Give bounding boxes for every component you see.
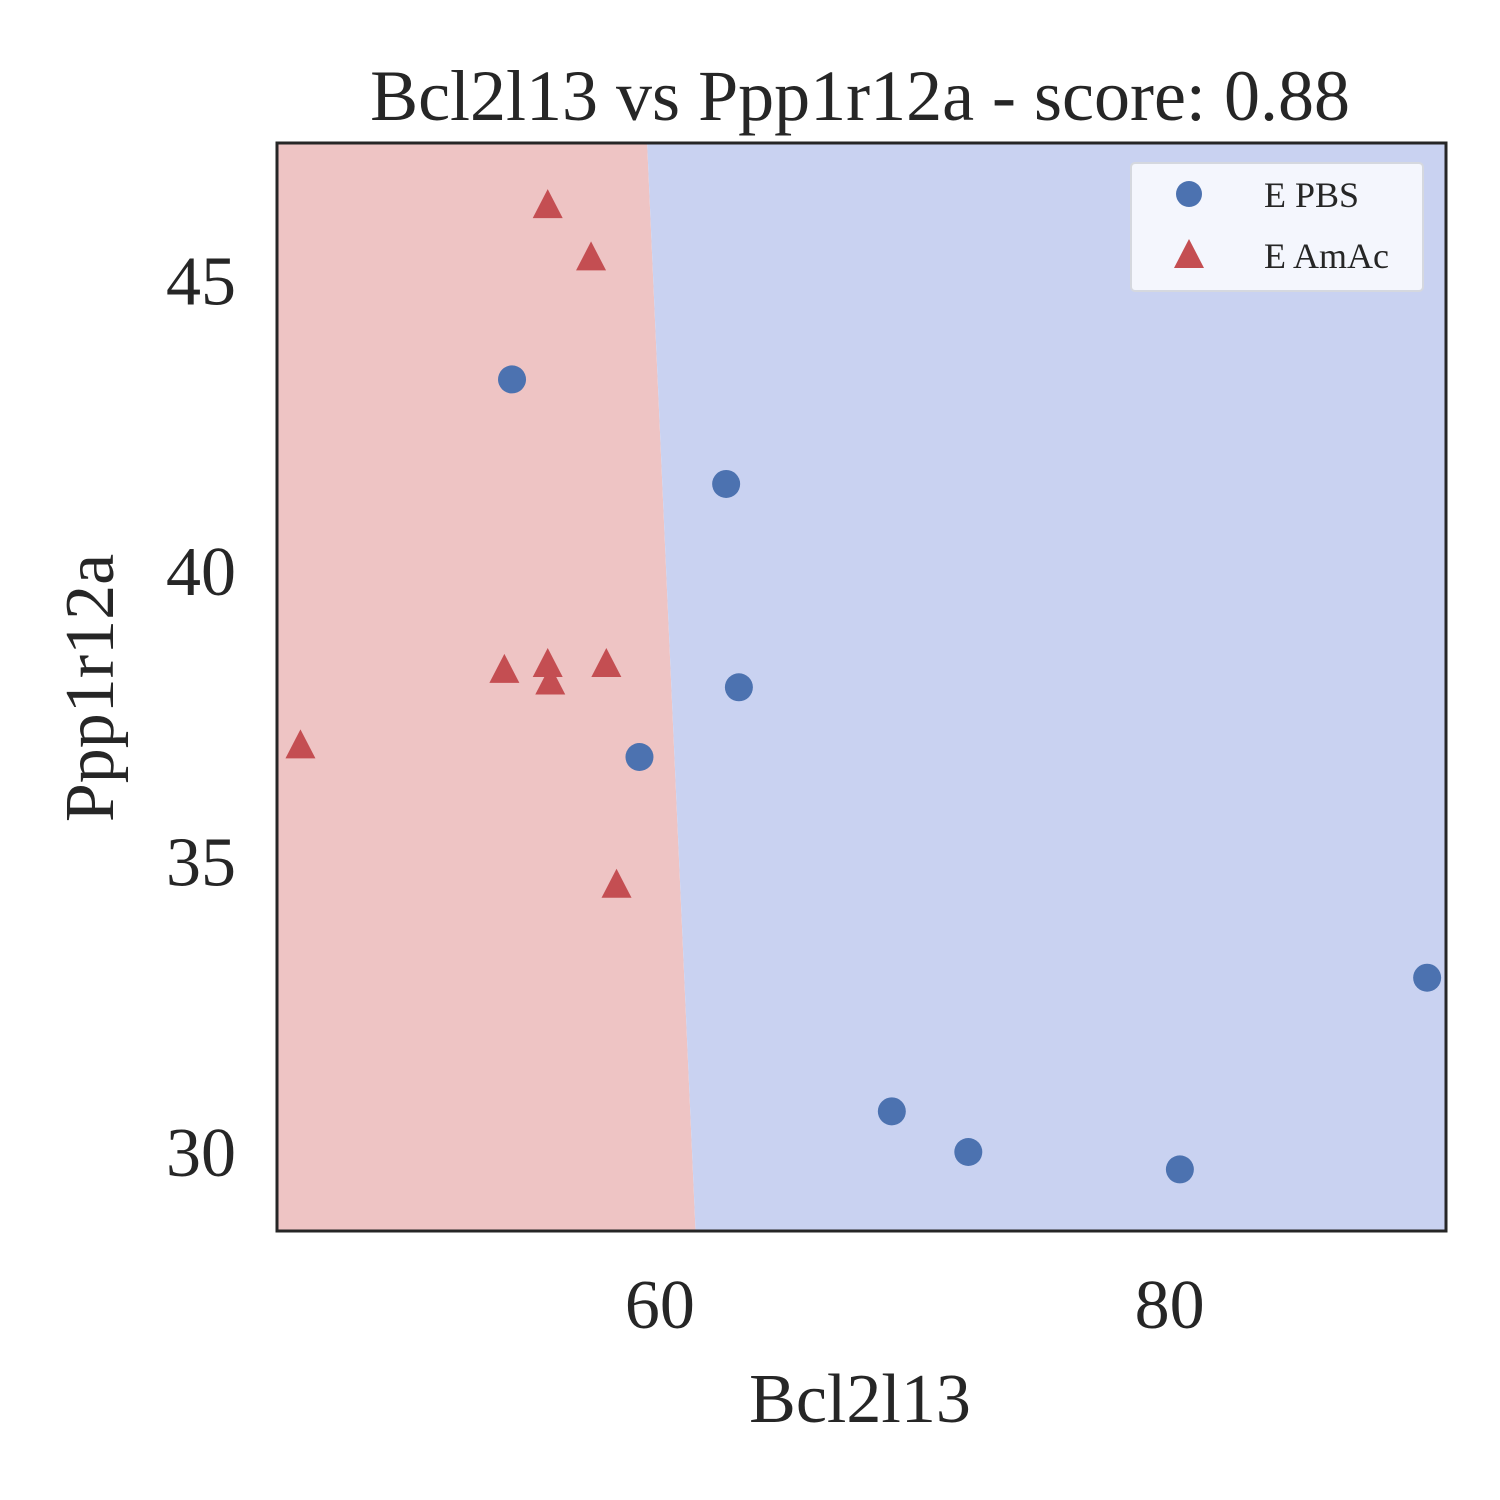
point-e-pbs xyxy=(877,1097,906,1126)
point-e-pbs xyxy=(954,1137,983,1166)
legend-box xyxy=(1130,162,1424,292)
y-tick-label: 35 xyxy=(166,825,236,902)
point-e-pbs xyxy=(625,742,654,771)
plot-area xyxy=(275,141,1448,1233)
legend-marker-e-pbs xyxy=(1176,181,1202,207)
y-axis-ticks: 30 35 40 45 xyxy=(166,244,236,1192)
plot-frame xyxy=(275,141,1448,1233)
data-points xyxy=(285,189,1442,1184)
point-e-amac xyxy=(591,648,622,678)
point-e-amac xyxy=(535,665,566,695)
point-e-pbs xyxy=(724,673,753,702)
legend: E PBS E AmAc xyxy=(1130,162,1424,292)
legend-marker-e-amac xyxy=(1174,239,1204,268)
x-axis-ticks: 60 80 xyxy=(625,1267,1205,1344)
region-e-pbs xyxy=(647,143,1446,1231)
point-e-amac xyxy=(532,648,563,678)
decision-regions xyxy=(277,143,1446,1231)
point-e-amac xyxy=(285,729,316,759)
region-e-amac xyxy=(277,143,696,1231)
y-tick-label: 45 xyxy=(166,244,236,321)
point-e-amac xyxy=(532,189,563,219)
legend-label-e-amac: E AmAc xyxy=(1264,236,1389,276)
point-e-pbs xyxy=(712,469,741,498)
point-e-amac xyxy=(489,653,520,683)
point-e-pbs xyxy=(498,365,527,394)
chart-title: Bcl2l13 vs Ppp1r12a - score: 0.88 xyxy=(370,56,1350,136)
point-e-pbs xyxy=(1413,963,1442,992)
y-axis-label: Ppp1r12a xyxy=(52,554,129,822)
point-e-amac xyxy=(601,868,632,898)
point-e-pbs xyxy=(1165,1155,1194,1184)
point-e-amac xyxy=(576,241,607,271)
x-axis-label: Bcl2l13 xyxy=(749,1361,971,1438)
y-tick-label: 40 xyxy=(166,534,236,611)
x-tick-label: 80 xyxy=(1135,1267,1205,1344)
y-tick-label: 30 xyxy=(166,1115,236,1192)
legend-label-e-pbs: E PBS xyxy=(1264,175,1359,215)
x-tick-label: 60 xyxy=(625,1267,695,1344)
